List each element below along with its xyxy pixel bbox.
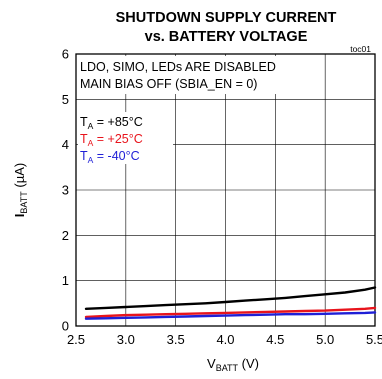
legend-m40c-sub: A — [88, 155, 94, 165]
x-axis-label-sub: BATT — [216, 363, 239, 373]
y-axis-label-main: I — [12, 214, 27, 218]
x-axis-label-unit: (V) — [238, 356, 259, 371]
legend-25c-suffix: = +25°C — [93, 132, 142, 146]
y-tick-label: 0 — [62, 319, 69, 334]
legend-item-m40c: TA = -40°C — [80, 149, 140, 165]
legend-25c-prefix: T — [80, 132, 88, 146]
x-axis-label-main: V — [207, 356, 216, 371]
legend-m40c-suffix: = -40°C — [93, 149, 139, 163]
y-axis-label-unit: (µA) — [12, 163, 27, 191]
x-tick-labels: 2.5 3.0 3.5 4.0 4.5 5.0 5.5 — [67, 332, 382, 347]
y-axis-label-sub: BATT — [19, 191, 29, 214]
gridlines — [76, 54, 375, 326]
x-tick-label: 3.5 — [167, 332, 185, 347]
y-tick-label: 6 — [62, 47, 69, 62]
y-tick-labels: 0 1 2 3 4 5 6 — [62, 47, 69, 334]
y-tick-label: 5 — [62, 92, 69, 107]
y-tick-label: 2 — [62, 228, 69, 243]
legend-item-25c: TA = +25°C — [80, 132, 143, 148]
annotation-line-1: LDO, SIMO, LEDs ARE DISABLED — [80, 60, 276, 74]
legend-m40c-prefix: T — [80, 149, 88, 163]
x-tick-label: 5.5 — [366, 332, 382, 347]
y-tick-label: 3 — [62, 183, 69, 198]
y-axis-label: IBATT (µA) — [12, 163, 29, 217]
x-axis-label: VBATT (V) — [207, 356, 259, 373]
legend-25c-sub: A — [88, 138, 94, 148]
series-line-2 — [84, 311, 377, 320]
legend-85c-suffix: = +85°C — [93, 115, 142, 129]
x-tick-label: 5.0 — [316, 332, 334, 347]
annotation-box — [78, 56, 278, 94]
legend-85c-sub: A — [88, 121, 94, 131]
series-lines — [84, 286, 377, 320]
legend-box — [78, 112, 173, 164]
legend-85c-prefix: T — [80, 115, 88, 129]
x-tick-label: 4.5 — [266, 332, 284, 347]
x-tick-label: 2.5 — [67, 332, 85, 347]
chart-tag: toc01 — [350, 44, 371, 54]
annotation-line-2: MAIN BIAS OFF (SBIA_EN = 0) — [80, 77, 257, 91]
chart-title-line2: vs. BATTERY VOLTAGE — [145, 29, 308, 45]
series-line-1 — [84, 306, 377, 319]
chart-title-line1: SHUTDOWN SUPPLY CURRENT — [116, 10, 337, 26]
y-tick-label: 4 — [62, 137, 69, 152]
x-tick-label: 3.0 — [117, 332, 135, 347]
y-tick-label: 1 — [62, 273, 69, 288]
series-line-0 — [84, 286, 377, 310]
x-tick-label: 4.0 — [216, 332, 234, 347]
legend-item-85c: TA = +85°C — [80, 115, 143, 131]
